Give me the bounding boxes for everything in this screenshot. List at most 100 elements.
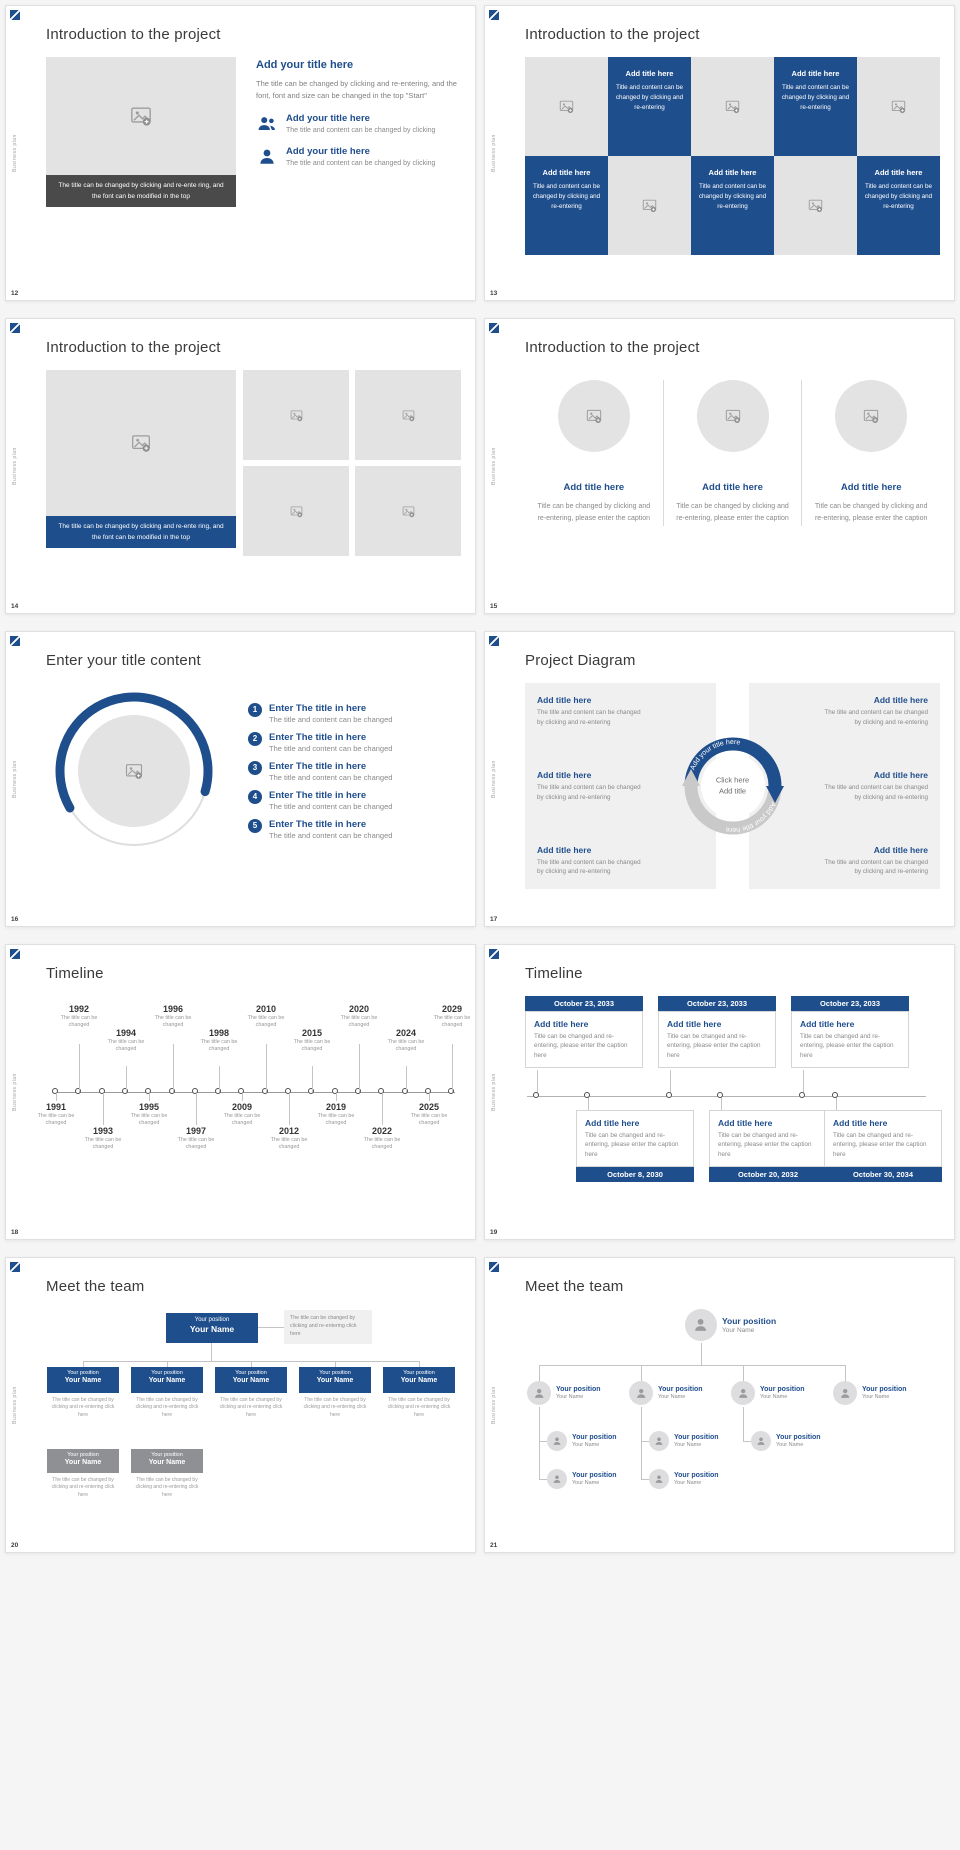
- timeline-year: 2025: [418, 1102, 440, 1112]
- member-position: Your position: [556, 1386, 601, 1393]
- connector-line: [219, 1066, 220, 1092]
- connector-line: [743, 1365, 744, 1381]
- arrow-head-gray: [681, 769, 700, 786]
- member-position: Your position: [776, 1434, 821, 1441]
- avatar: [685, 1309, 717, 1341]
- image-placeholder: [691, 57, 774, 156]
- timeline-caption: The title can be changed: [154, 1015, 192, 1029]
- cell-title: Add title here: [542, 168, 591, 177]
- tag-title: Add title here: [833, 1118, 888, 1128]
- timeline-point: 1997 The title can be changed: [174, 1126, 218, 1151]
- member-text: Your position Your Name: [674, 1434, 719, 1448]
- column-title: Add title here: [840, 482, 902, 493]
- member-position: Your position: [674, 1472, 719, 1479]
- member-caption: The title can be changed by clicking and…: [219, 1397, 283, 1418]
- circle-image-placeholder: [557, 380, 630, 452]
- slide-body: Your position Your Name Your position Your …: [525, 1309, 940, 1515]
- circle-columns: Add title here Title can be changed by cl…: [525, 380, 940, 526]
- timeline-point: 2025 The title can be changed: [407, 1102, 451, 1127]
- member-position: Your position: [862, 1386, 907, 1393]
- timeline-year: 1992: [68, 1004, 90, 1014]
- timeline-point: 1995 The title can be changed: [127, 1102, 171, 1127]
- timeline-caption: The title can be changed: [60, 1015, 98, 1029]
- member-name: Your Name: [658, 1394, 686, 1400]
- timeline-point: 2029 The title can be changed: [430, 1004, 474, 1029]
- image-placeholder: [857, 57, 940, 156]
- slide-thumbnail-17[interactable]: Business plan 17 Project Diagram Add title …: [484, 631, 955, 927]
- timeline-node: [122, 1088, 128, 1094]
- member-name: Your Name: [64, 1459, 102, 1466]
- arrow-head-blue: [765, 786, 784, 803]
- member-name: Your Name: [572, 1442, 600, 1448]
- timeline-caption: The title can be changed: [270, 1137, 308, 1151]
- item-number-badge: 4: [248, 789, 262, 804]
- slide-thumbnail-14[interactable]: Business plan 14 Introduction to the proje…: [5, 318, 476, 614]
- slide-thumbnail-18[interactable]: Business plan 18 Timeline 1991 The title can…: [5, 944, 476, 1240]
- slide-thumbnail-21[interactable]: Business plan 21 Meet the team Your positio…: [484, 1257, 955, 1553]
- member-name: Your Name: [776, 1442, 804, 1448]
- avatar: [751, 1431, 771, 1451]
- timeline-caption: The title can be changed: [410, 1113, 448, 1127]
- member-name: Your Name: [674, 1480, 702, 1486]
- image-placeholder-icon: [402, 505, 415, 518]
- connector-line: [539, 1479, 547, 1480]
- timeline-caption: The title can be changed: [293, 1039, 331, 1053]
- member-text: Your position Your Name: [658, 1386, 703, 1400]
- slide-number: 17: [490, 916, 498, 923]
- timeline-node: [717, 1092, 723, 1098]
- slide-title: Timeline: [46, 965, 104, 982]
- circle-image-placeholder: [835, 380, 908, 452]
- date-badge: October 30, 2034: [824, 1167, 942, 1183]
- timeline-point: 2012 The title can be changed: [267, 1126, 311, 1151]
- team-member: Your position Your Name: [547, 1431, 617, 1451]
- team-member: Your position Your Name: [649, 1431, 719, 1451]
- column-title: Add title here: [702, 482, 763, 493]
- tag-title: Add title here: [667, 1019, 722, 1029]
- member-name: Your Name: [316, 1377, 354, 1384]
- avatar: [649, 1431, 669, 1451]
- slide-thumbnail-19[interactable]: Business plan 19 Timeline October 23, 2033 A…: [484, 944, 955, 1240]
- connector-line: [539, 1407, 540, 1479]
- team-member: Your position Your Name: [649, 1469, 719, 1489]
- connector-line: [539, 1365, 540, 1381]
- tag-body: Title can be changed and re-entering, pl…: [585, 1132, 679, 1158]
- image-placeholder-icon: [642, 198, 657, 213]
- slide-thumbnail-20[interactable]: Business plan 20 Meet the team Your positio…: [5, 1257, 476, 1553]
- timeline-year: 2012: [278, 1126, 300, 1136]
- item-body: The title and content can be changed: [269, 714, 393, 724]
- connector-line: [836, 1097, 837, 1110]
- slide-thumbnail-12[interactable]: Business plan 12 Introduction to the proje…: [5, 5, 476, 301]
- org-box-root: Your position Your Name: [166, 1313, 258, 1343]
- slide-title: Project Diagram: [525, 652, 636, 669]
- slide-thumbnail-16[interactable]: Business plan 16 Enter your title content 1…: [5, 631, 476, 927]
- connector-line: [845, 1365, 846, 1381]
- item-body: The title and content can be changed: [269, 830, 393, 840]
- slide-thumbnail-13[interactable]: Business plan 13 Introduction to the proje…: [484, 5, 955, 301]
- org-box: Your position Your Name: [47, 1367, 119, 1393]
- slide-number: 21: [490, 1542, 498, 1549]
- connector-line: [743, 1407, 744, 1441]
- image-caption: The title can be changed by clicking and…: [46, 516, 236, 549]
- member-name: Your Name: [148, 1377, 186, 1384]
- slide-thumbnail-15[interactable]: Business plan 15 Introduction to the proje…: [484, 318, 955, 614]
- block-body: The title and content can be changed by …: [824, 709, 928, 726]
- member-name: Your Name: [189, 1324, 235, 1334]
- connector-line: [452, 1044, 453, 1092]
- timeline-year: 2009: [231, 1102, 253, 1112]
- numbered-list-item: 5 Enter The title in here The title and co…: [248, 818, 461, 840]
- item-text: Add your title here The title and content…: [286, 113, 435, 137]
- member-text: Your position Your Name: [776, 1434, 821, 1448]
- member-caption: The title can be changed by clicking and…: [51, 1477, 115, 1498]
- block-body: The title and content can be changed by …: [824, 858, 928, 876]
- center-line-2: Add title: [718, 786, 747, 795]
- text-column: Add your title here The title can be chan…: [256, 57, 461, 207]
- team-member: Your position Your Name: [547, 1469, 617, 1489]
- team-member: Your position Your Name: [685, 1309, 776, 1341]
- timeline-point: 2015 The title can be changed: [290, 1028, 334, 1053]
- member-text: Your position Your Name: [722, 1316, 776, 1334]
- timeline-point: 2020 The title can be changed: [337, 1004, 381, 1029]
- grid-text-cell: Add title here Title and content can be c…: [774, 57, 857, 156]
- timeline-node: [75, 1088, 81, 1094]
- member-position: Your position: [151, 1370, 183, 1376]
- image-placeholder-icon: [290, 505, 303, 518]
